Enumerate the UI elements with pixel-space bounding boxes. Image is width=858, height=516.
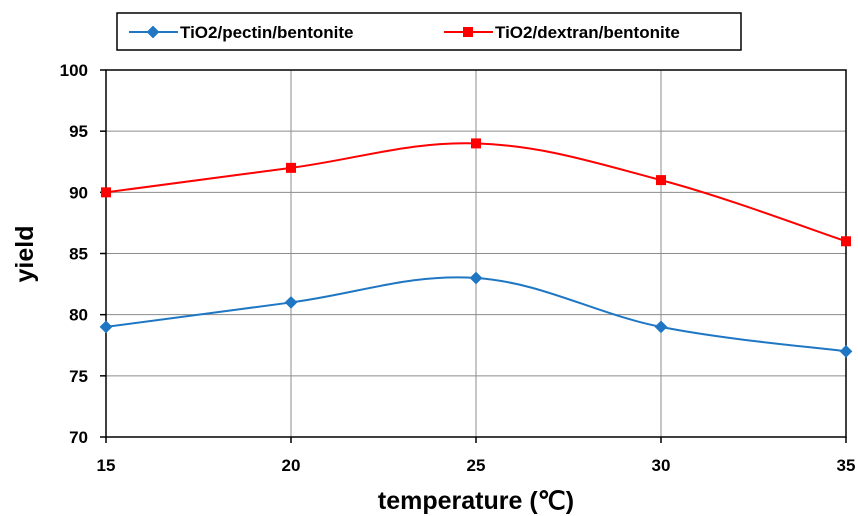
y-tick-label: 85: [69, 245, 88, 264]
data-point-diamond: [469, 271, 483, 285]
x-axis-title: temperature (℃): [378, 487, 574, 515]
data-point-square: [471, 138, 481, 149]
y-tick-label: 80: [69, 306, 88, 325]
y-tick-label: 90: [69, 183, 88, 202]
x-tick-label: 35: [837, 456, 856, 475]
axes: [100, 69, 847, 443]
x-tick-label: 30: [652, 456, 671, 475]
data-point-diamond: [654, 320, 668, 334]
legend-item-pectin: TiO2/pectin/bentonite: [129, 23, 353, 42]
x-tick-label: 15: [97, 456, 116, 475]
tick-labels: 15 20 25 30 35 70 75 80 85 90 95 100: [60, 61, 856, 475]
data-point-diamond: [99, 320, 113, 334]
legend-marker-diamond: [146, 25, 160, 39]
data-point-square: [286, 162, 296, 173]
legend-marker-square: [463, 27, 473, 37]
y-tick-label: 75: [69, 367, 88, 386]
series: [99, 138, 853, 358]
data-point-square: [656, 175, 666, 186]
plot-area-frame: [105, 69, 847, 438]
data-point-square: [101, 187, 111, 198]
y-axis-title: yield: [11, 226, 39, 283]
y-tick-label: 70: [69, 428, 88, 447]
y-tick-label: 100: [60, 61, 88, 80]
legend-label-pectin: TiO2/pectin/bentonite: [180, 23, 353, 42]
grid-lines: [106, 70, 846, 437]
legend: TiO2/pectin/bentonite TiO2/dextran/bento…: [116, 12, 742, 51]
series-1: [101, 138, 851, 247]
legend-box: [116, 12, 742, 51]
x-tick-label: 25: [467, 456, 486, 475]
x-tick-label: 20: [282, 456, 301, 475]
data-point-diamond: [284, 296, 298, 309]
y-tick-label: 95: [69, 122, 88, 141]
legend-label-dextran: TiO2/dextran/bentonite: [495, 23, 680, 42]
legend-item-dextran: TiO2/dextran/bentonite: [444, 23, 680, 42]
data-point-diamond: [839, 345, 853, 358]
data-point-square: [841, 236, 851, 247]
